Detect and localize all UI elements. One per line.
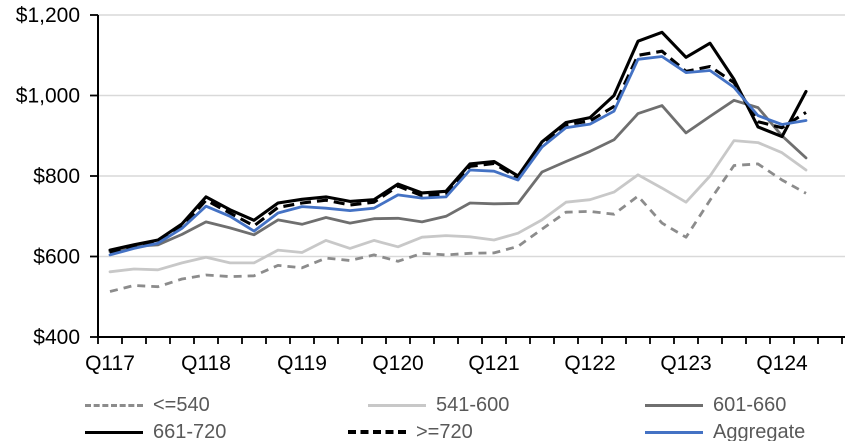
- x-axis-label: Q124: [756, 352, 808, 375]
- x-axis-label: Q121: [468, 352, 519, 375]
- series-line-541-600: [108, 139, 808, 274]
- legend-swatch-541-600: [368, 403, 426, 407]
- line-chart: $400 $600 $800 $1,000 $1,200 Q117 Q118 Q119 Q120…: [16, 4, 845, 375]
- legend-item-661-720: 661-720: [85, 419, 226, 441]
- x-axis-label: Q119: [277, 352, 327, 375]
- legend-label-601-660: 601-660: [713, 393, 787, 416]
- legend-label-gte-720: >=720: [416, 420, 473, 441]
- legend-swatch-lte-540: [85, 403, 143, 407]
- legend-swatch-gte-720: [348, 430, 406, 434]
- legend-swatch-661-720: [85, 430, 143, 434]
- x-axis-label: Q117: [85, 352, 135, 375]
- legend-label-661-720: 661-720: [153, 420, 227, 441]
- y-axis-label: $600: [33, 246, 80, 269]
- legend-item-601-660: 601-660: [645, 392, 786, 418]
- series-line-aggregate: [108, 55, 808, 257]
- series-line-661-720: [108, 30, 808, 252]
- x-axis-label: Q122: [564, 352, 615, 375]
- x-axis-label: Q120: [372, 352, 423, 375]
- legend-swatch-601-660: [645, 403, 703, 407]
- y-axis-label: $400: [33, 326, 80, 349]
- x-axis-label: Q118: [181, 352, 231, 375]
- legend-label-541-600: 541-600: [436, 393, 510, 416]
- legend-item-lte-540: <=540: [85, 392, 210, 418]
- series-line-lte-540: [109, 162, 807, 293]
- legend-swatch-aggregate: [645, 430, 703, 434]
- y-axis-label: $1,200: [16, 4, 80, 27]
- legend-item-541-600: 541-600: [368, 392, 509, 418]
- legend-item-aggregate: Aggregate: [645, 419, 805, 441]
- series-line-gte-720: [109, 49, 807, 255]
- y-axis-label: $1,000: [16, 85, 80, 108]
- y-axis-label: $800: [33, 165, 80, 188]
- legend-item-gte-720: >=720: [348, 419, 473, 441]
- series-line-601-660: [108, 98, 808, 254]
- x-axis-label: Q123: [660, 352, 711, 375]
- legend-label-aggregate: Aggregate: [713, 420, 806, 441]
- legend-label-lte-540: <=540: [153, 393, 210, 416]
